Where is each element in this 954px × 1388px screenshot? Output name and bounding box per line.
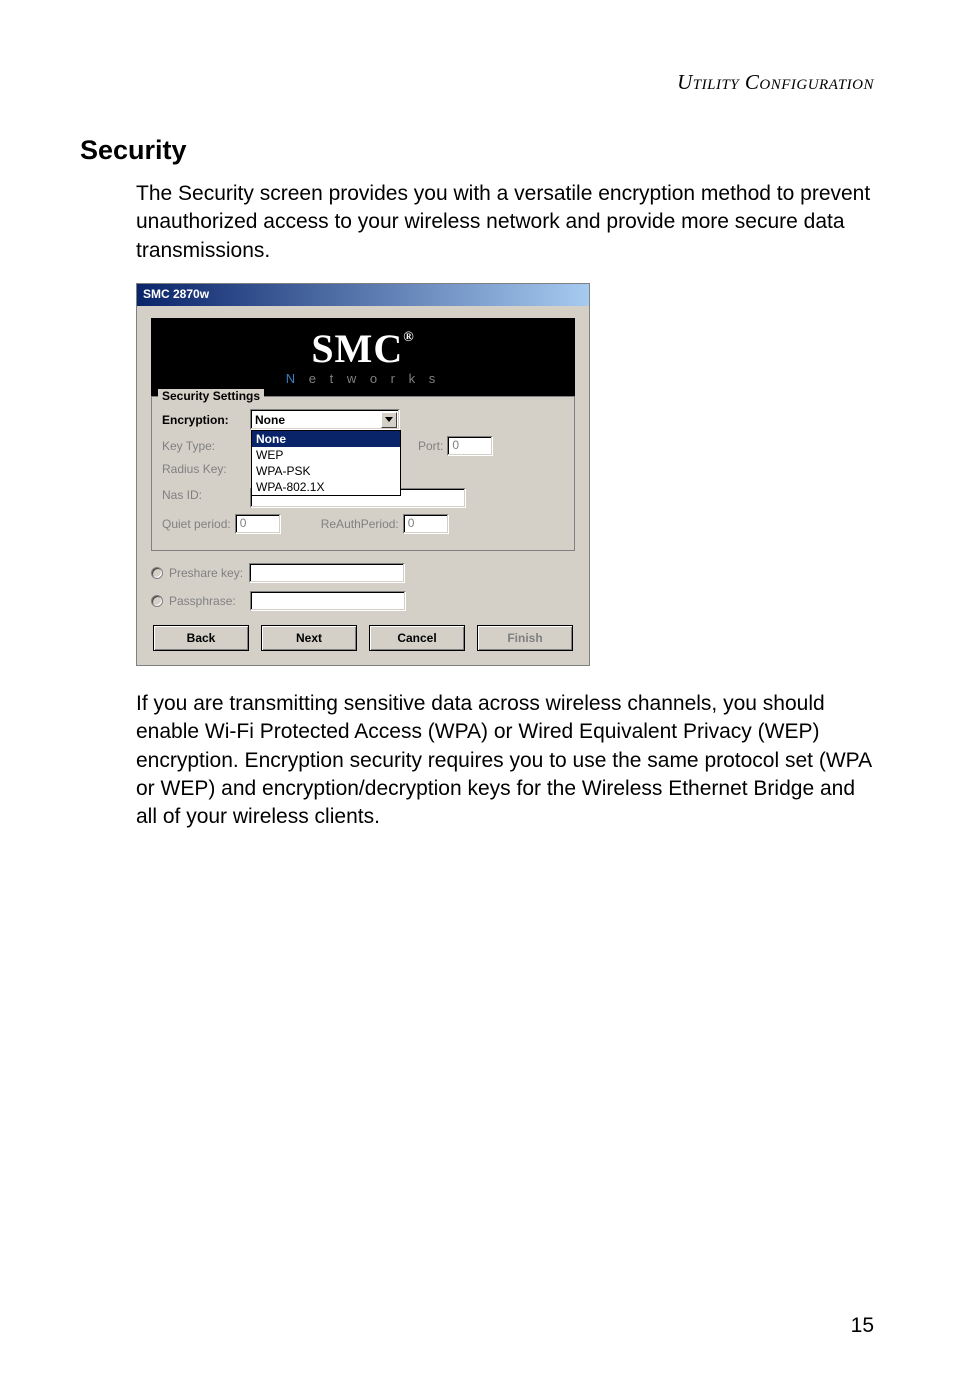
nasid-label: Nas ID: bbox=[162, 488, 250, 502]
dropdown-item-wep[interactable]: WEP bbox=[252, 447, 400, 463]
page-number: 15 bbox=[851, 1314, 874, 1338]
section-title: Security bbox=[80, 135, 874, 166]
logo-subtext: N e t w o r k s bbox=[286, 371, 440, 386]
encryption-dropdown-list[interactable]: None WEP WPA-PSK WPA-802.1X bbox=[251, 430, 401, 496]
encryption-row: Encryption: None None WEP WPA-PSK WPA-80… bbox=[162, 409, 564, 430]
quiet-input[interactable]: 0 bbox=[235, 514, 281, 534]
dropdown-item-wpapsk[interactable]: WPA-PSK bbox=[252, 463, 400, 479]
encryption-select[interactable]: None None WEP WPA-PSK WPA-802.1X bbox=[250, 409, 400, 430]
logo-sub-rest: e t w o r k s bbox=[309, 371, 440, 386]
intro-paragraph: The Security screen provides you with a … bbox=[136, 180, 874, 265]
passphrase-input[interactable] bbox=[250, 591, 406, 611]
finish-button[interactable]: Finish bbox=[477, 625, 573, 651]
encryption-selected-value: None bbox=[255, 413, 285, 427]
reauth-label: ReAuthPeriod: bbox=[321, 517, 399, 531]
passphrase-label: Passphrase: bbox=[169, 594, 236, 608]
after-paragraph: If you are transmitting sensitive data a… bbox=[136, 690, 874, 832]
chevron-down-icon[interactable] bbox=[381, 412, 397, 428]
passphrase-radio[interactable] bbox=[151, 595, 163, 607]
preshare-row: Preshare key: bbox=[151, 563, 575, 583]
cancel-button[interactable]: Cancel bbox=[369, 625, 465, 651]
logo-registered: ® bbox=[403, 330, 414, 345]
quiet-row: Quiet period: 0 ReAuthPeriod: 0 bbox=[162, 514, 564, 534]
quiet-label: Quiet period: bbox=[162, 517, 231, 531]
dialog-titlebar: SMC 2870w bbox=[137, 284, 589, 306]
dialog-body: SMC® N e t w o r k s Security Settings E… bbox=[137, 306, 589, 665]
logo-text: SMC® bbox=[311, 329, 414, 369]
reauth-input[interactable]: 0 bbox=[403, 514, 449, 534]
dialog-button-row: Back Next Cancel Finish bbox=[151, 625, 575, 651]
preshare-radio[interactable] bbox=[151, 567, 163, 579]
port-label: Port: bbox=[418, 439, 443, 453]
page-header: Utility Configuration bbox=[80, 70, 874, 95]
radiuskey-label: Radius Key: bbox=[162, 462, 250, 476]
port-input[interactable]: 0 bbox=[447, 436, 493, 456]
logo-area: SMC® N e t w o r k s bbox=[151, 318, 575, 396]
group-legend: Security Settings bbox=[158, 389, 264, 403]
logo-sub-first: N bbox=[286, 371, 300, 386]
dialog-window: SMC 2870w SMC® N e t w o r k s Security … bbox=[136, 283, 590, 666]
dropdown-item-none[interactable]: None bbox=[252, 431, 400, 447]
security-settings-group: Security Settings Encryption: None None … bbox=[151, 396, 575, 551]
logo-main: SMC bbox=[311, 326, 403, 371]
dialog-screenshot: SMC 2870w SMC® N e t w o r k s Security … bbox=[136, 283, 874, 666]
dropdown-item-wpa8021x[interactable]: WPA-802.1X bbox=[252, 479, 400, 495]
keytype-label: Key Type: bbox=[162, 439, 250, 453]
preshare-input[interactable] bbox=[249, 563, 405, 583]
port-group: Port: 0 bbox=[418, 436, 493, 456]
next-button[interactable]: Next bbox=[261, 625, 357, 651]
encryption-label: Encryption: bbox=[162, 413, 250, 427]
passphrase-row: Passphrase: bbox=[151, 591, 575, 611]
preshare-label: Preshare key: bbox=[169, 566, 243, 580]
back-button[interactable]: Back bbox=[153, 625, 249, 651]
